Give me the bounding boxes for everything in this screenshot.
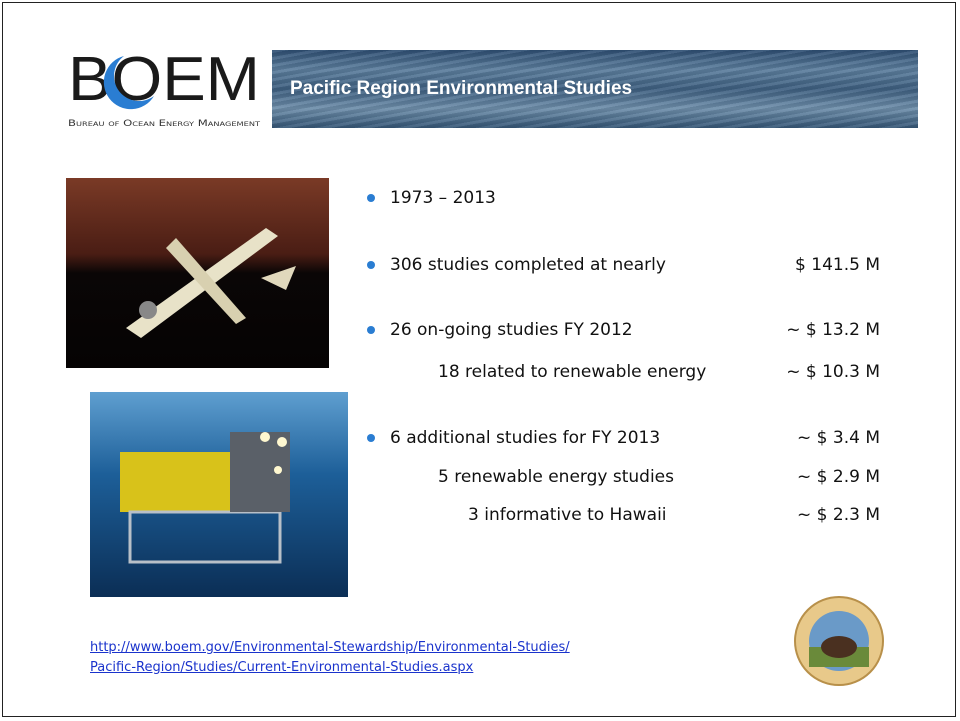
sub-bullet-text: 3 informative to Hawaii — [468, 505, 667, 525]
bullet-dot — [367, 434, 375, 442]
sub-bullet-amount: ~ $ 2.3 M — [797, 505, 880, 525]
bullet-text: 6 additional studies for FY 2013 — [390, 428, 661, 448]
logo-subtitle: Bureau of Ocean Energy Management — [68, 119, 260, 129]
bullet-amount: ~ $ 3.4 M — [797, 428, 880, 448]
bullet-amount: $ 141.5 M — [795, 255, 880, 275]
link-line[interactable]: http://www.boem.gov/Environmental-Stewar… — [90, 640, 570, 655]
rov-photo — [90, 392, 348, 597]
bullet-amount: ~ $ 13.2 M — [786, 320, 880, 340]
bullet-dot — [367, 326, 375, 334]
sub-bullet-text: 18 related to renewable energy — [438, 362, 707, 382]
sub-bullet-text: 5 renewable energy studies — [438, 467, 674, 487]
bullet-dot — [367, 261, 375, 269]
doi-seal — [794, 596, 884, 686]
plane-photo — [66, 178, 329, 368]
link-line[interactable]: Pacific-Region/Studies/Current-Environme… — [90, 660, 474, 675]
bullet-text: 1973 – 2013 — [390, 188, 496, 208]
sub-bullet-amount: ~ $ 2.9 M — [797, 467, 880, 487]
title-banner — [272, 50, 918, 128]
bullet-dot — [367, 194, 375, 202]
bullet-text: 306 studies completed at nearly — [390, 255, 666, 275]
bullet-text: 26 on-going studies FY 2012 — [390, 320, 633, 340]
logo-wave — [103, 56, 154, 110]
slide-title: Pacific Region Environmental Studies — [290, 78, 633, 99]
logo: BOEM Bureau of Ocean Energy Management — [68, 48, 260, 129]
sub-bullet-amount: ~ $ 10.3 M — [786, 362, 880, 382]
logo-text: BOEM — [68, 48, 260, 114]
